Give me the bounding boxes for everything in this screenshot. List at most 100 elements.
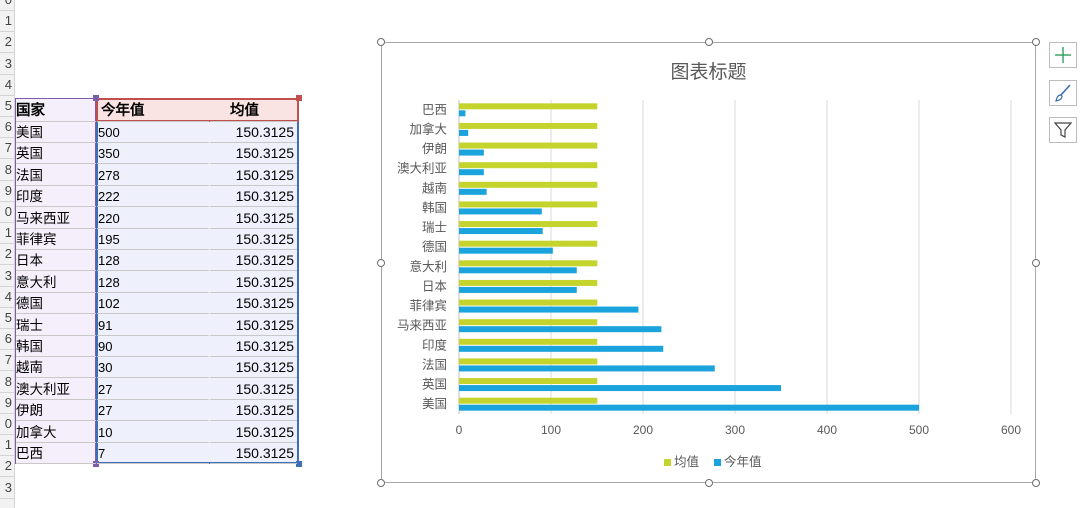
row-number[interactable]: 3 — [0, 266, 14, 287]
cell-country[interactable]: 菲律宾 — [16, 229, 96, 250]
cell-current-value[interactable]: 128 — [97, 250, 209, 272]
header-average[interactable]: 均值 — [210, 101, 297, 122]
cell-average[interactable]: 150.3125 — [210, 293, 297, 315]
row-number[interactable]: 3 — [0, 54, 14, 75]
bar-average[interactable] — [459, 122, 598, 129]
row-number[interactable]: 2 — [0, 32, 14, 54]
legend-label[interactable]: 均值 — [674, 454, 699, 469]
cell-current-value[interactable]: 10 — [97, 422, 209, 443]
bar-chart[interactable]: 图表标题 0 100 200 300 400 500 600 美国 英国 法国 印度 马来西亚 菲律宾 日… — [381, 42, 1036, 483]
cell-country[interactable]: 韩国 — [16, 336, 96, 357]
cell-country[interactable]: 加拿大 — [16, 422, 96, 443]
row-number[interactable]: 8 — [0, 160, 14, 181]
bar-current-value[interactable] — [459, 345, 664, 352]
cell-country[interactable]: 英国 — [16, 143, 96, 165]
cell-average[interactable]: 150.3125 — [210, 122, 297, 143]
row-number[interactable]: 2 — [0, 456, 14, 478]
chart-filter-button[interactable] — [1049, 117, 1077, 143]
cell-country[interactable]: 日本 — [16, 250, 96, 272]
bar-current-value[interactable] — [459, 169, 484, 176]
cell-current-value[interactable]: 30 — [97, 357, 209, 379]
chart-elements-button[interactable] — [1049, 42, 1077, 68]
range-handle[interactable] — [296, 461, 302, 467]
chart-title[interactable]: 图表标题 — [670, 62, 747, 83]
row-number[interactable]: 5 — [0, 96, 14, 117]
cell-average[interactable]: 150.3125 — [210, 422, 297, 443]
cell-average[interactable]: 150.3125 — [210, 400, 297, 422]
bar-current-value[interactable] — [459, 306, 639, 313]
cell-country[interactable]: 美国 — [16, 122, 96, 143]
cell-average[interactable]: 150.3125 — [210, 208, 297, 229]
spreadsheet-grid[interactable]: 国家 今年值 均值 美国 500 150.3125 英国 350 150.3125 法国 27… — [15, 0, 345, 508]
cell-current-value[interactable]: 222 — [97, 186, 209, 208]
cell-average[interactable]: 150.3125 — [210, 250, 297, 272]
bar-current-value[interactable] — [459, 188, 487, 195]
cell-current-value[interactable]: 102 — [97, 293, 209, 315]
bar-current-value[interactable] — [459, 365, 715, 372]
row-number[interactable]: 7 — [0, 350, 14, 372]
range-handle[interactable] — [296, 95, 302, 101]
bar-average[interactable] — [459, 260, 598, 267]
cell-current-value[interactable]: 91 — [97, 315, 209, 336]
chart-styles-button[interactable] — [1049, 80, 1077, 106]
cell-current-value[interactable]: 350 — [97, 143, 209, 165]
row-number[interactable]: 0 — [0, 202, 14, 223]
bar-current-value[interactable] — [459, 247, 553, 254]
chart-resize-handle[interactable] — [1032, 479, 1040, 487]
bar-average[interactable] — [459, 240, 598, 247]
chart-resize-handle[interactable] — [377, 38, 385, 46]
bar-average[interactable] — [459, 319, 598, 326]
cell-current-value[interactable]: 128 — [97, 272, 209, 293]
row-number[interactable]: 1 — [0, 223, 14, 245]
cell-current-value[interactable]: 90 — [97, 336, 209, 357]
bar-current-value[interactable] — [459, 267, 577, 274]
bar-current-value[interactable] — [459, 110, 466, 117]
row-number[interactable]: 2 — [0, 244, 14, 266]
row-number[interactable]: 3 — [0, 478, 14, 499]
cell-current-value[interactable]: 278 — [97, 165, 209, 186]
row-number[interactable]: 1 — [0, 11, 14, 33]
row-number[interactable]: 4 — [0, 287, 14, 308]
bar-average[interactable] — [459, 142, 598, 149]
bar-current-value[interactable] — [459, 228, 543, 235]
chart-resize-handle[interactable] — [377, 479, 385, 487]
cell-current-value[interactable]: 27 — [97, 379, 209, 400]
cell-average[interactable]: 150.3125 — [210, 336, 297, 357]
cell-average[interactable]: 150.3125 — [210, 143, 297, 165]
bar-average[interactable] — [459, 378, 598, 385]
cell-current-value[interactable]: 220 — [97, 208, 209, 229]
bar-current-value[interactable] — [459, 129, 469, 136]
cell-country[interactable]: 德国 — [16, 293, 96, 315]
header-current-value[interactable]: 今年值 — [97, 101, 209, 122]
bar-average[interactable] — [459, 103, 598, 110]
row-number[interactable]: 5 — [0, 308, 14, 329]
bar-average[interactable] — [459, 181, 598, 188]
chart-resize-handle[interactable] — [705, 38, 713, 46]
bar-current-value[interactable] — [459, 404, 919, 411]
cell-country[interactable]: 越南 — [16, 357, 96, 379]
bar-average[interactable] — [459, 162, 598, 169]
cell-country[interactable]: 法国 — [16, 165, 96, 186]
bar-average[interactable] — [459, 279, 598, 286]
chart-resize-handle[interactable] — [377, 259, 385, 267]
range-handle[interactable] — [93, 461, 99, 467]
header-country[interactable]: 国家 — [16, 101, 96, 122]
bar-average[interactable] — [459, 358, 598, 365]
chart-resize-handle[interactable] — [1032, 259, 1040, 267]
cell-current-value[interactable]: 27 — [97, 400, 209, 422]
cell-average[interactable]: 150.3125 — [210, 186, 297, 208]
range-handle[interactable] — [93, 95, 99, 101]
row-number[interactable]: 0 — [0, 414, 14, 435]
cell-current-value[interactable]: 195 — [97, 229, 209, 250]
cell-average[interactable]: 150.3125 — [210, 443, 297, 464]
row-number[interactable]: 7 — [0, 138, 14, 160]
row-number[interactable]: 9 — [0, 181, 14, 202]
bar-current-value[interactable] — [459, 149, 484, 156]
row-number[interactable]: 6 — [0, 117, 14, 139]
cell-country[interactable]: 巴西 — [16, 443, 96, 464]
bar-current-value[interactable] — [459, 208, 542, 215]
chart-resize-handle[interactable] — [1032, 38, 1040, 46]
bar-average[interactable] — [459, 201, 598, 208]
cell-current-value[interactable]: 500 — [97, 122, 209, 143]
row-number[interactable]: 9 — [0, 393, 14, 414]
